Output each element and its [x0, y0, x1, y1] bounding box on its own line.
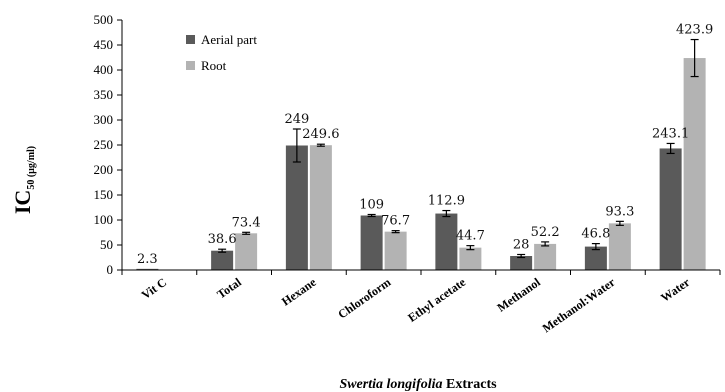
x-category-label: Methanol:Water [540, 275, 618, 336]
bar [683, 58, 706, 270]
x-category-label: Chloroform [335, 275, 393, 322]
bar [211, 250, 234, 270]
bar [309, 145, 332, 270]
data-label: 73.4 [232, 215, 261, 230]
x-category-label: Methanol [494, 275, 543, 315]
data-label: 76.7 [381, 214, 410, 229]
data-label: 112.9 [428, 194, 465, 209]
x-axis-title-italic: Swertia longifolia [339, 377, 442, 392]
x-category-label: Vit C [139, 275, 169, 302]
x-axis-title-rest: Extracts [443, 377, 498, 392]
bar [235, 233, 258, 270]
legend-swatch [186, 35, 195, 44]
y-tick-label: 250 [94, 137, 114, 152]
data-label: 44.7 [456, 229, 485, 244]
y-axis-title-main: IC [10, 190, 35, 214]
y-tick-label: 200 [94, 162, 114, 177]
y-axis: 0 50 100 150 200 250 300 350 400 450 500 [94, 12, 123, 277]
legend-swatch [186, 61, 195, 70]
y-tick-label: 350 [94, 87, 114, 102]
y-tick-label: 150 [94, 187, 114, 202]
bar [584, 246, 607, 270]
x-category-label: Hexane [279, 275, 319, 309]
data-label: 249 [284, 112, 309, 127]
bar [435, 213, 458, 270]
y-tick-label: 0 [107, 262, 114, 277]
legend: Aerial part Root [186, 32, 257, 73]
y-tick-label: 300 [94, 112, 114, 127]
x-axis: Vit C Total Hexane Chloroform Ethyl acetate M… [121, 269, 721, 336]
bar [510, 256, 533, 270]
x-category-label: Water [658, 275, 693, 305]
bar [459, 247, 482, 270]
data-label: 243.1 [652, 126, 689, 141]
y-tick-label: 450 [94, 37, 114, 52]
x-category-label: Total [214, 275, 244, 302]
data-label: 109 [359, 198, 384, 213]
data-label: 93.3 [605, 204, 634, 219]
y-axis-title: IC50 (µg/ml) [10, 146, 37, 214]
y-axis-title-text: IC50 (µg/ml) [10, 146, 37, 214]
data-label: 28 [513, 238, 530, 253]
data-label: 38.6 [208, 232, 237, 247]
bars [136, 38, 706, 270]
bar [136, 268, 159, 270]
y-tick-label: 500 [94, 12, 114, 27]
data-label: 2.3 [137, 252, 158, 267]
x-axis-title: Swertia longifolia Extracts [339, 377, 497, 392]
data-label: 249.6 [302, 127, 339, 142]
data-label: 46.8 [581, 227, 610, 242]
data-label: 52.2 [531, 225, 560, 240]
x-category-label: Ethyl acetate [405, 275, 468, 325]
bar [360, 215, 383, 270]
y-tick-label: 400 [94, 62, 114, 77]
legend-label: Root [201, 58, 227, 73]
y-tick-label: 50 [100, 237, 113, 252]
data-labels: 2.3 38.6 249 109 112.9 28 46.8 243.1 73.4 249.6 76… [137, 23, 713, 267]
bar [608, 223, 631, 270]
bar [285, 145, 308, 270]
y-tick-label: 100 [94, 212, 114, 227]
y-axis-title-sub: 50 (µg/ml) [26, 146, 37, 190]
bar [534, 243, 557, 270]
bar [384, 231, 407, 270]
bar [659, 148, 682, 270]
legend-label: Aerial part [201, 32, 257, 47]
data-label: 423.9 [676, 23, 713, 38]
